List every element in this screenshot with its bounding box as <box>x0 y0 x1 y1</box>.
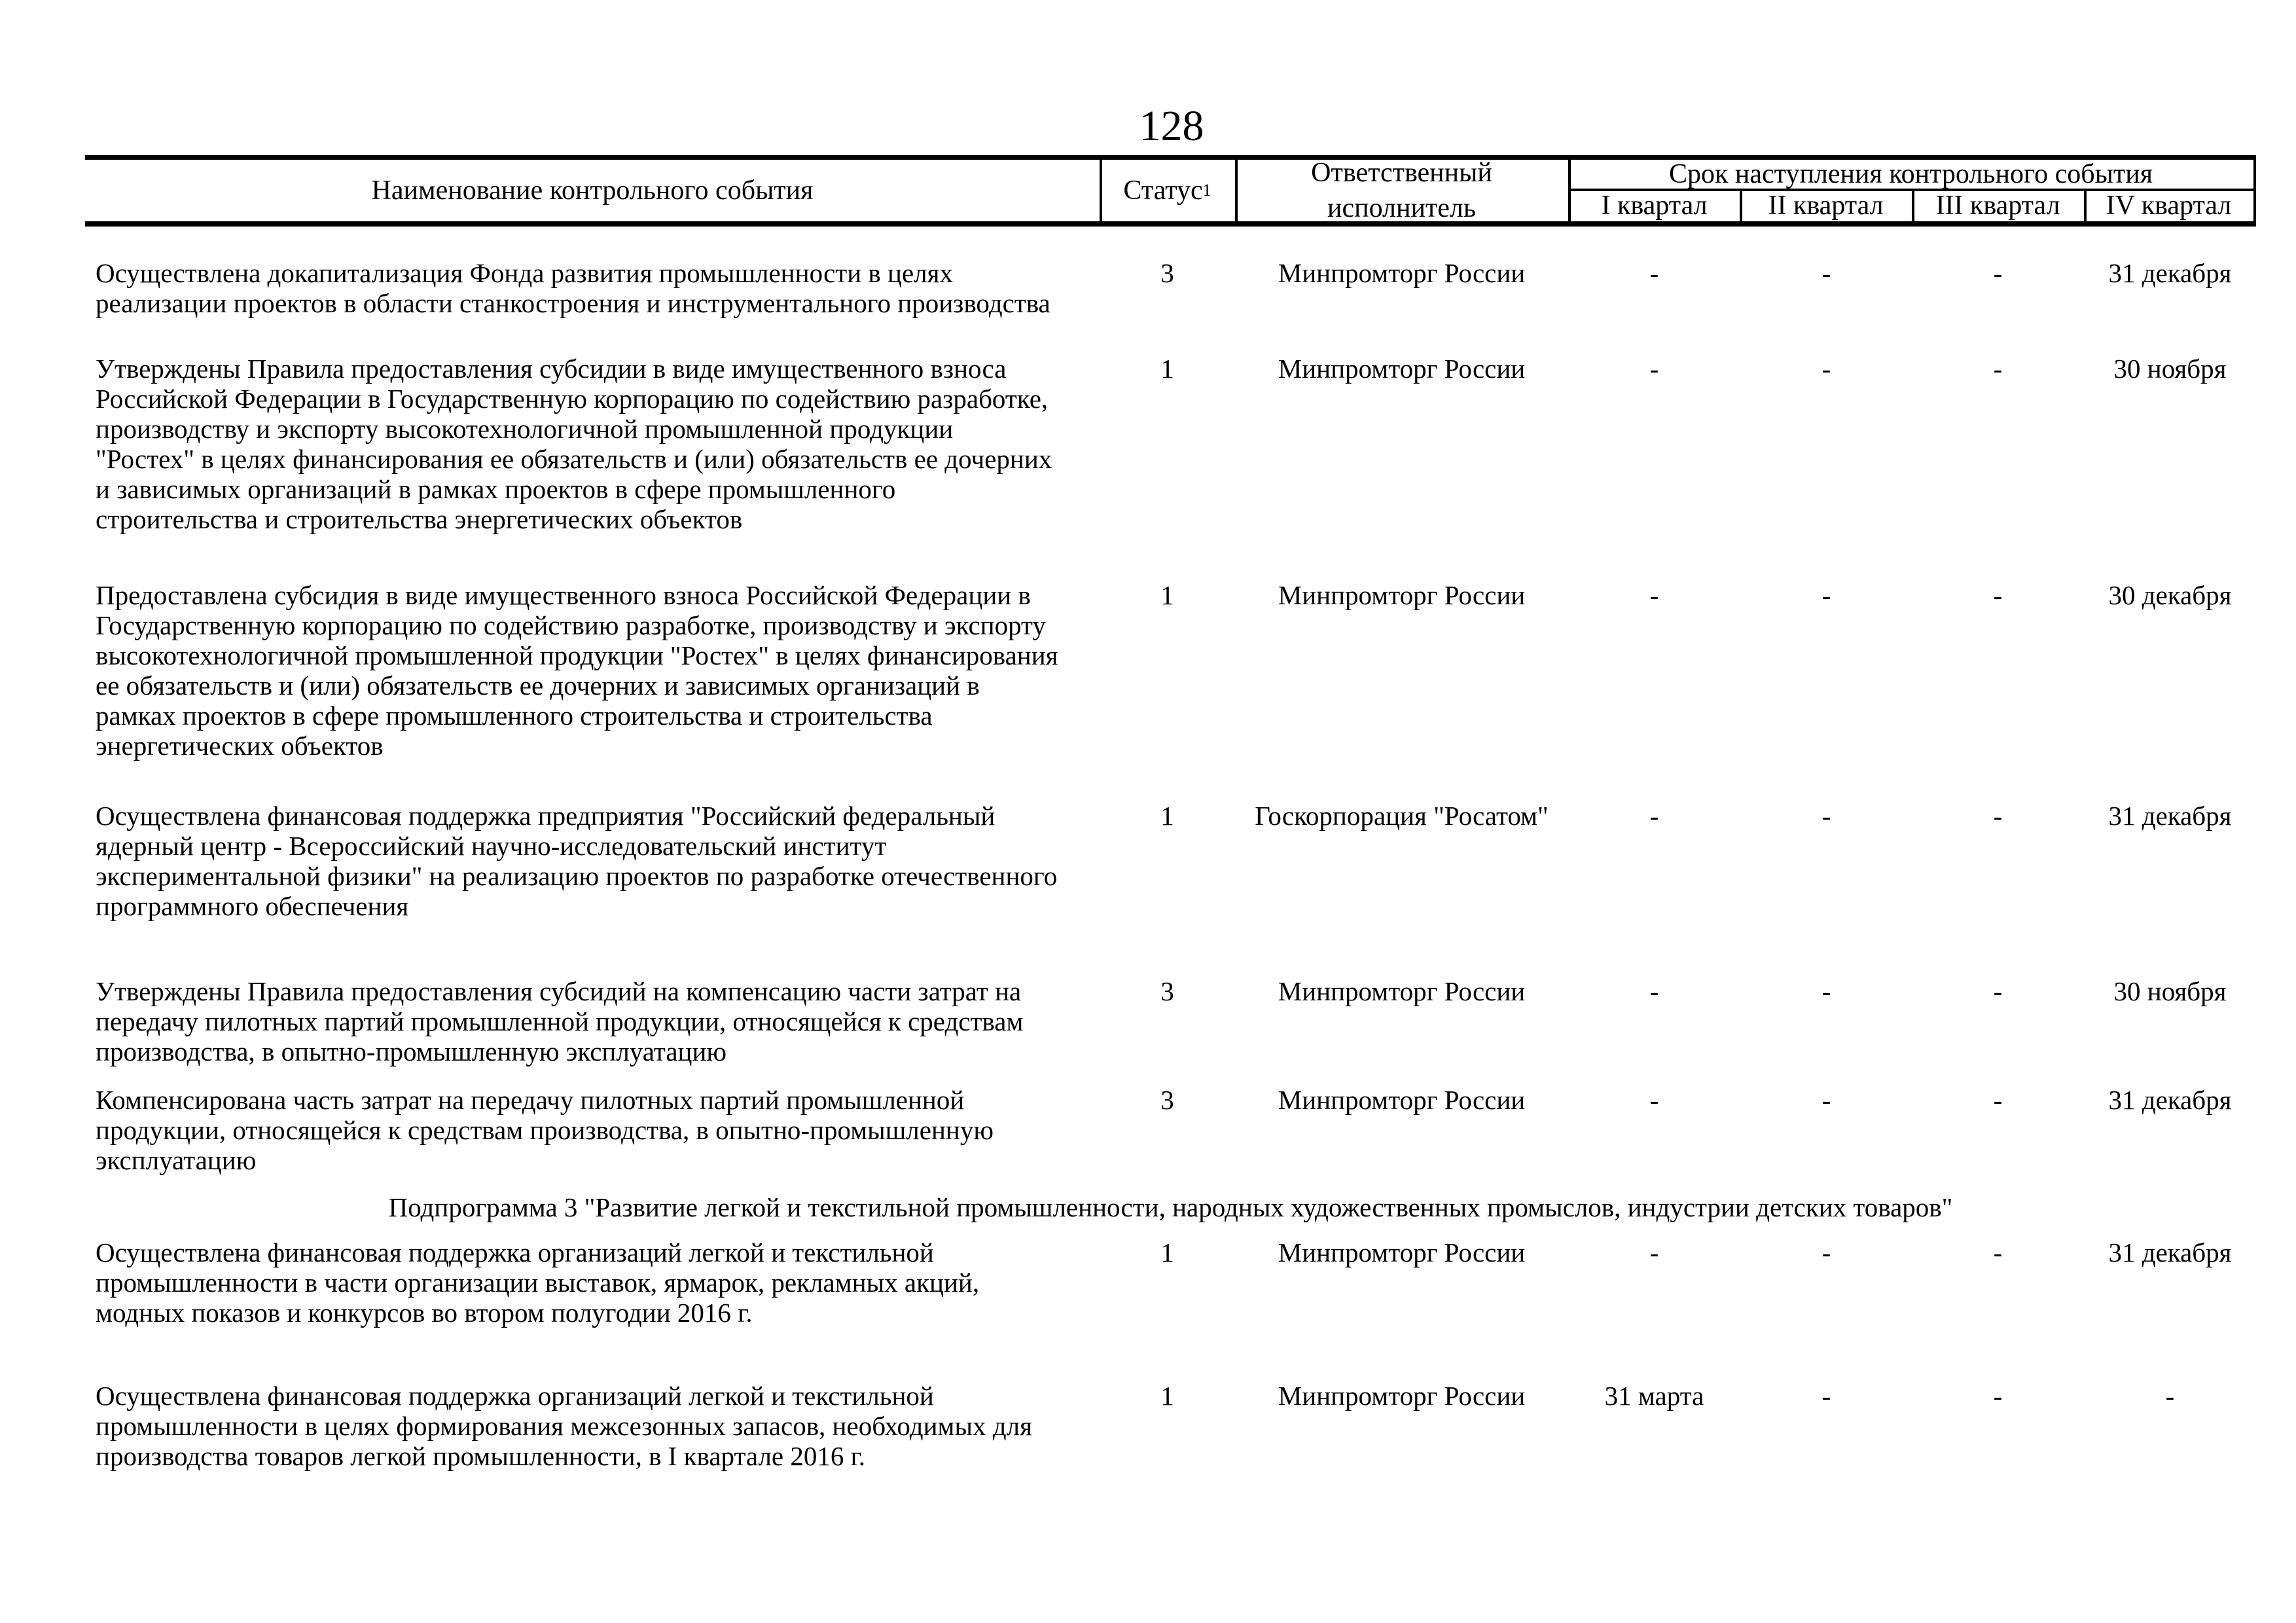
quarter-4-value: 31 декабря <box>2108 1237 2232 1267</box>
executor-value: Минпромторг России <box>1278 354 1526 384</box>
status-value: 3 <box>1160 976 1174 1006</box>
quarter-3-value: - <box>1993 1381 2003 1411</box>
status-value: 3 <box>1160 1085 1174 1115</box>
quarter-3-value: - <box>1993 580 2003 610</box>
executor-value: Минпромторг России <box>1278 1381 1526 1411</box>
quarter-4-value: 31 декабря <box>2108 1085 2232 1115</box>
quarter-4-value: 30 ноября <box>2113 354 2227 384</box>
quarter-4-value: - <box>2165 1381 2175 1411</box>
executor-value: Минпромторг России <box>1278 1085 1526 1115</box>
divider-name-status <box>1100 160 1102 221</box>
quarter-1-value: - <box>1649 580 1659 610</box>
quarter-2-value: - <box>1821 354 1831 384</box>
header-deadline-group: Срок наступления контрольного события <box>1668 159 2153 189</box>
table-top-border <box>85 155 2256 160</box>
status-value: 1 <box>1160 1237 1174 1267</box>
subprogram-heading: Подпрограмма 3 "Развитие легкой и тексти… <box>388 1192 1953 1222</box>
event-name: Осуществлена финансовая поддержка органи… <box>96 1237 980 1328</box>
header-name-column: Наименование контрольного события <box>371 175 814 206</box>
quarter-3-value: - <box>1993 976 2003 1006</box>
table-header-bottom-border <box>85 221 2256 227</box>
status-value: 1 <box>1160 580 1174 610</box>
quarter-3-value: - <box>1993 1237 2003 1267</box>
divider-status-executor <box>1235 160 1238 221</box>
event-name: Осуществлена финансовая поддержка органи… <box>96 1381 1032 1471</box>
header-quarter-3: III квартал <box>1935 191 2060 221</box>
quarter-1-value: - <box>1649 801 1659 831</box>
header-executor-column: Ответственный исполнитель <box>1311 158 1492 223</box>
divider-q2-q3 <box>1912 191 1914 221</box>
quarter-1-value: - <box>1649 258 1659 288</box>
header-quarter-2: II квартал <box>1768 191 1884 221</box>
header-status-column: Статус 1 <box>1100 160 1235 221</box>
quarter-4-value: 31 декабря <box>2108 801 2232 831</box>
quarter-4-value: 30 декабря <box>2108 580 2232 610</box>
quarter-1-value: - <box>1649 976 1659 1006</box>
quarter-1-value: - <box>1649 1085 1659 1115</box>
status-value: 3 <box>1160 258 1174 288</box>
quarter-3-value: - <box>1993 258 2003 288</box>
quarter-2-value: - <box>1821 1381 1831 1411</box>
executor-value: Минпромторг России <box>1278 1237 1526 1267</box>
event-name: Осуществлена финансовая поддержка предпр… <box>96 801 1058 921</box>
executor-value: Минпромторг России <box>1278 258 1526 288</box>
divider-q3-q4 <box>2084 191 2087 221</box>
event-name: Осуществлена докапитализация Фонда разви… <box>96 258 1050 318</box>
header-status-label: Статус <box>1123 175 1203 206</box>
event-name: Утверждены Правила предоставления субсид… <box>96 354 1052 534</box>
quarter-4-value: 30 ноября <box>2113 976 2227 1006</box>
quarter-4-value: 31 декабря <box>2108 258 2232 288</box>
quarter-3-value: - <box>1993 1085 2003 1115</box>
divider-executor-deadline <box>1568 160 1571 221</box>
status-value: 1 <box>1160 1381 1174 1411</box>
quarter-2-value: - <box>1821 258 1831 288</box>
page-number: 128 <box>1139 102 1204 150</box>
header-quarter-4: IV квартал <box>2106 191 2232 221</box>
executor-value: Минпромторг России <box>1278 580 1526 610</box>
header-quarter-1: I квартал <box>1601 191 1708 221</box>
event-name: Предоставлена субсидия в виде имуществен… <box>96 580 1058 761</box>
status-value: 1 <box>1160 801 1174 831</box>
quarter-2-value: - <box>1821 580 1831 610</box>
event-name: Утверждены Правила предоставления субсид… <box>96 976 1024 1067</box>
quarter-2-value: - <box>1821 1237 1831 1267</box>
executor-value: Минпромторг России <box>1278 976 1526 1006</box>
quarter-2-value: - <box>1821 801 1831 831</box>
status-value: 1 <box>1160 354 1174 384</box>
quarter-1-value: 31 марта <box>1604 1381 1704 1411</box>
table-right-border <box>2253 160 2256 221</box>
divider-q1-q2 <box>1740 191 1742 221</box>
quarter-2-value: - <box>1821 976 1831 1006</box>
quarter-1-value: - <box>1649 354 1659 384</box>
quarter-2-value: - <box>1821 1085 1831 1115</box>
quarter-1-value: - <box>1649 1237 1659 1267</box>
quarter-3-value: - <box>1993 801 2003 831</box>
deadline-group-underline <box>1568 189 2253 191</box>
event-name: Компенсирована часть затрат на передачу … <box>96 1085 994 1175</box>
executor-value: Госкорпорация "Росатом" <box>1255 801 1549 831</box>
quarter-3-value: - <box>1993 354 2003 384</box>
